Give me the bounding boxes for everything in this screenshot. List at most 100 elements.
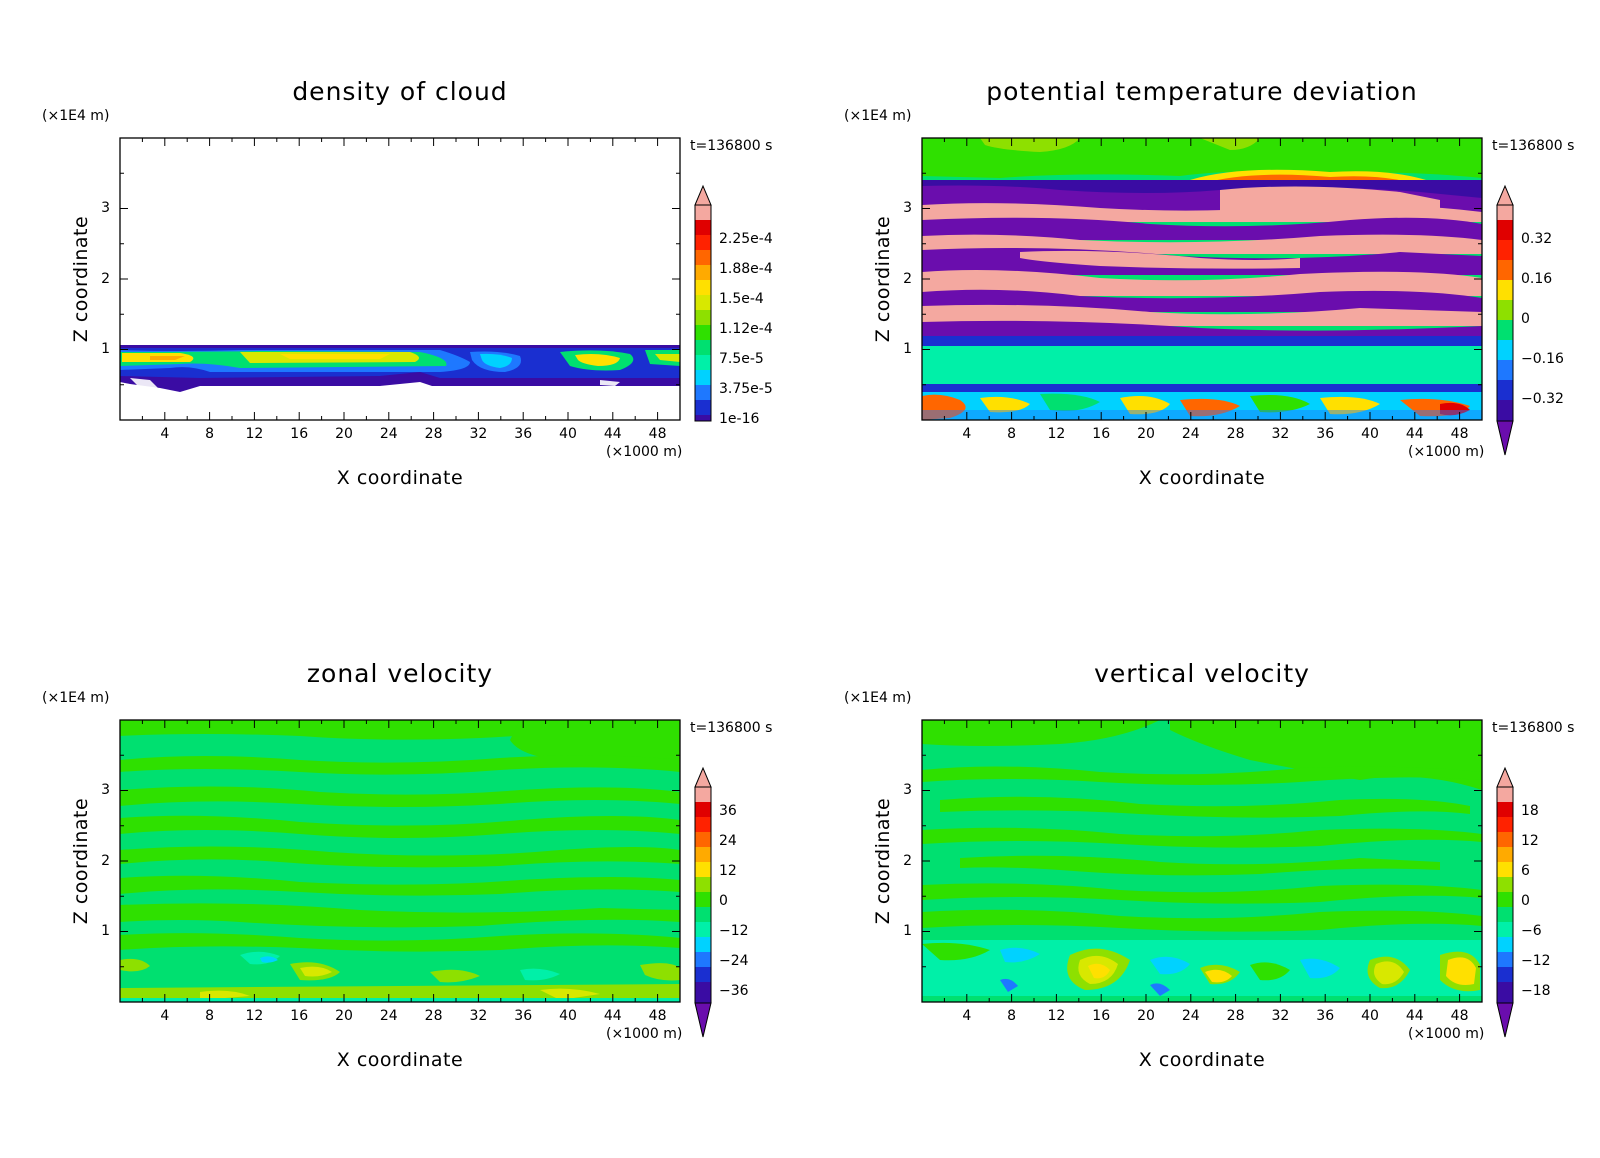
colorbar-swatch — [695, 967, 711, 982]
colorbar-level-label: 0.32 — [1521, 231, 1552, 247]
colorbar-swatch — [695, 400, 711, 415]
colorbar-swatch — [695, 787, 711, 802]
field-potential-temperature-deviation — [922, 138, 1482, 420]
field-zonal-velocity — [120, 720, 680, 1002]
colorbar-swatch — [695, 355, 711, 370]
colorbar-swatch — [1497, 205, 1513, 220]
x-tick-label: 16 — [1092, 1008, 1110, 1024]
colorbar-swatch — [1497, 952, 1513, 967]
colorbar: 0.32 0.16 0 −0.16 −0.32 — [1496, 184, 1564, 456]
x-tick-label: 44 — [1406, 426, 1424, 442]
colorbar-swatch — [1497, 817, 1513, 832]
x-tick-label: 8 — [1007, 1008, 1016, 1024]
colorbar-swatch — [1497, 802, 1513, 817]
y-tick-label: 2 — [903, 271, 912, 287]
x-axis-ticks: 4 8 12 16 20 24 28 32 36 40 44 48 — [160, 1008, 666, 1024]
x-tick-label: 24 — [1182, 1008, 1200, 1024]
colorbar-upper-arrow — [1496, 766, 1514, 788]
colorbar-level-label: 7.5e-5 — [719, 351, 764, 367]
y-tick-label: 3 — [101, 200, 110, 216]
y-unit-label: (×1E4 m) — [844, 108, 911, 124]
x-tick-label: 40 — [1361, 1008, 1379, 1024]
colorbar: 2.25e-4 1.88e-4 1.5e-4 1.12e-4 7.5e-5 3.… — [694, 184, 773, 427]
y-unit-label: (×1E4 m) — [42, 108, 109, 124]
x-axis-label: X coordinate — [1139, 1049, 1265, 1071]
x-axis-label: X coordinate — [337, 467, 463, 489]
colorbar-swatch — [695, 340, 711, 355]
colorbar-level-label: 18 — [1521, 803, 1539, 819]
x-tick-label: 20 — [335, 1008, 353, 1024]
colorbar-swatch — [1497, 877, 1513, 892]
colorbar-swatch — [695, 415, 711, 421]
field-vertical-velocity — [922, 720, 1482, 1002]
x-tick-label: 48 — [649, 426, 667, 442]
x-tick-label: 40 — [559, 1008, 577, 1024]
x-tick-label: 44 — [604, 1008, 622, 1024]
x-unit-label: (×1000 m) — [1408, 1026, 1484, 1042]
colorbar-swatch — [695, 295, 711, 310]
x-tick-label: 40 — [559, 426, 577, 442]
colorbar-swatch — [695, 235, 711, 250]
x-tick-label: 24 — [380, 426, 398, 442]
colorbar-level-label: −0.32 — [1521, 391, 1564, 407]
time-label: t=136800 s — [1492, 720, 1574, 736]
colorbar-level-label: −12 — [719, 923, 749, 939]
x-tick-label: 28 — [425, 426, 443, 442]
colorbar-level-label: 2.25e-4 — [719, 231, 773, 247]
x-unit-label: (×1000 m) — [606, 1026, 682, 1042]
y-tick-label: 1 — [101, 341, 110, 357]
colorbar-level-label: 0 — [1521, 893, 1530, 909]
x-tick-label: 12 — [1047, 1008, 1065, 1024]
panel-potential-temperature-deviation: potential temperature deviation (×1E4 m)… — [844, 77, 1574, 489]
x-unit-label: (×1000 m) — [606, 444, 682, 460]
colorbar-level-label: 0 — [719, 893, 728, 909]
colorbar-level-label: −18 — [1521, 983, 1551, 999]
x-tick-label: 44 — [1406, 1008, 1424, 1024]
x-axis-label: X coordinate — [1139, 467, 1265, 489]
x-axis-ticks: 4 8 12 16 20 24 28 32 36 40 44 48 — [962, 426, 1468, 442]
y-axis-label: Z coordinate — [70, 216, 92, 342]
panel-title: vertical velocity — [1094, 659, 1310, 688]
panel-density-of-cloud: density of cloud (×1E4 m) t=136800 s 4 — [42, 77, 773, 489]
colorbar-swatch — [695, 847, 711, 862]
x-tick-label: 4 — [160, 426, 169, 442]
x-tick-label: 12 — [245, 426, 263, 442]
colorbar-swatch — [695, 250, 711, 265]
x-tick-label: 48 — [649, 1008, 667, 1024]
x-tick-label: 20 — [1137, 426, 1155, 442]
colorbar-swatch — [1497, 320, 1513, 340]
y-axis-ticks: 1 2 3 — [101, 782, 110, 939]
x-tick-label: 44 — [604, 426, 622, 442]
colorbar-swatch — [695, 205, 711, 220]
colorbar-swatch — [1497, 787, 1513, 802]
panel-vertical-velocity: vertical velocity (×1E4 m) t=136800 s — [844, 659, 1574, 1071]
colorbar-level-label: 1.88e-4 — [719, 261, 773, 277]
x-tick-label: 20 — [335, 426, 353, 442]
y-tick-label: 3 — [903, 200, 912, 216]
colorbar-level-label: −24 — [719, 953, 749, 969]
colorbar-swatch — [695, 832, 711, 847]
x-tick-label: 8 — [1007, 426, 1016, 442]
x-axis-ticks: 4 8 12 16 20 24 28 32 36 40 44 48 — [160, 426, 666, 442]
colorbar-swatch — [1497, 937, 1513, 952]
colorbar-level-label: 24 — [719, 833, 737, 849]
colorbar-level-label: 0 — [1521, 311, 1530, 327]
colorbar-level-label: −12 — [1521, 953, 1551, 969]
axis-tick-marks — [120, 138, 1482, 1002]
colorbar-swatch — [695, 952, 711, 967]
x-tick-label: 32 — [469, 1008, 487, 1024]
colorbar-level-label: 3.75e-5 — [719, 381, 773, 397]
colorbar-swatch — [695, 220, 711, 235]
time-label: t=136800 s — [690, 720, 772, 736]
x-tick-label: 36 — [514, 1008, 532, 1024]
y-axis-label: Z coordinate — [872, 798, 894, 924]
colorbar-swatch — [695, 892, 711, 907]
x-tick-label: 16 — [1092, 426, 1110, 442]
colorbar-swatch — [695, 862, 711, 877]
colorbar-swatch — [695, 937, 711, 952]
x-tick-label: 24 — [1182, 426, 1200, 442]
y-tick-label: 1 — [903, 341, 912, 357]
colorbar-level-label: 36 — [719, 803, 737, 819]
colorbar-swatch — [1497, 847, 1513, 862]
